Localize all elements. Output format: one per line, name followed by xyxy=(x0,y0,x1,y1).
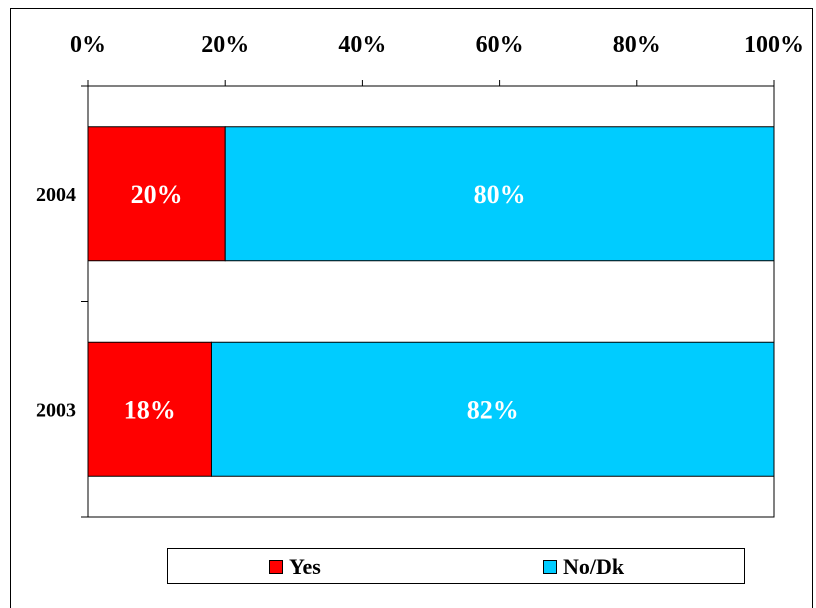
data-label-no-dk-2004: 80% xyxy=(474,180,526,209)
legend-label-yes: Yes xyxy=(289,554,321,579)
legend-item-no-dk: No/Dk xyxy=(543,554,625,579)
x-tick-label-40: 40% xyxy=(338,32,386,58)
bar-yes-2004 xyxy=(87,126,226,262)
legend-swatch-yes xyxy=(269,560,283,574)
data-label-yes-2003: 18% xyxy=(124,395,176,424)
x-tick-label-60: 60% xyxy=(476,32,524,58)
data-label-yes-2004: 20% xyxy=(131,180,183,209)
bar-no-dk-2003 xyxy=(210,341,775,477)
legend-item-yes: Yes xyxy=(269,554,321,579)
category-label-2004: 2004 xyxy=(36,184,76,206)
x-tick-label-80: 80% xyxy=(613,32,661,58)
bar-yes-2003 xyxy=(87,341,212,477)
category-label-2003: 2003 xyxy=(36,399,76,421)
x-tick-label-100: 100% xyxy=(744,32,804,58)
chart-frame xyxy=(10,8,813,608)
data-label-no-dk-2003: 82% xyxy=(467,395,519,424)
x-tick-label-0: 0% xyxy=(70,32,106,58)
legend: Yes No/Dk xyxy=(167,548,745,584)
bar-chart: 0% 20% 40% 60% 80% 100% 2004 20% 80% 2003 18% 82% xyxy=(36,32,804,518)
legend-swatch-no-dk xyxy=(543,560,557,574)
x-tick-label-20: 20% xyxy=(201,32,249,58)
bar-no-dk-2004 xyxy=(224,126,775,262)
legend-label-no-dk: No/Dk xyxy=(563,554,625,579)
